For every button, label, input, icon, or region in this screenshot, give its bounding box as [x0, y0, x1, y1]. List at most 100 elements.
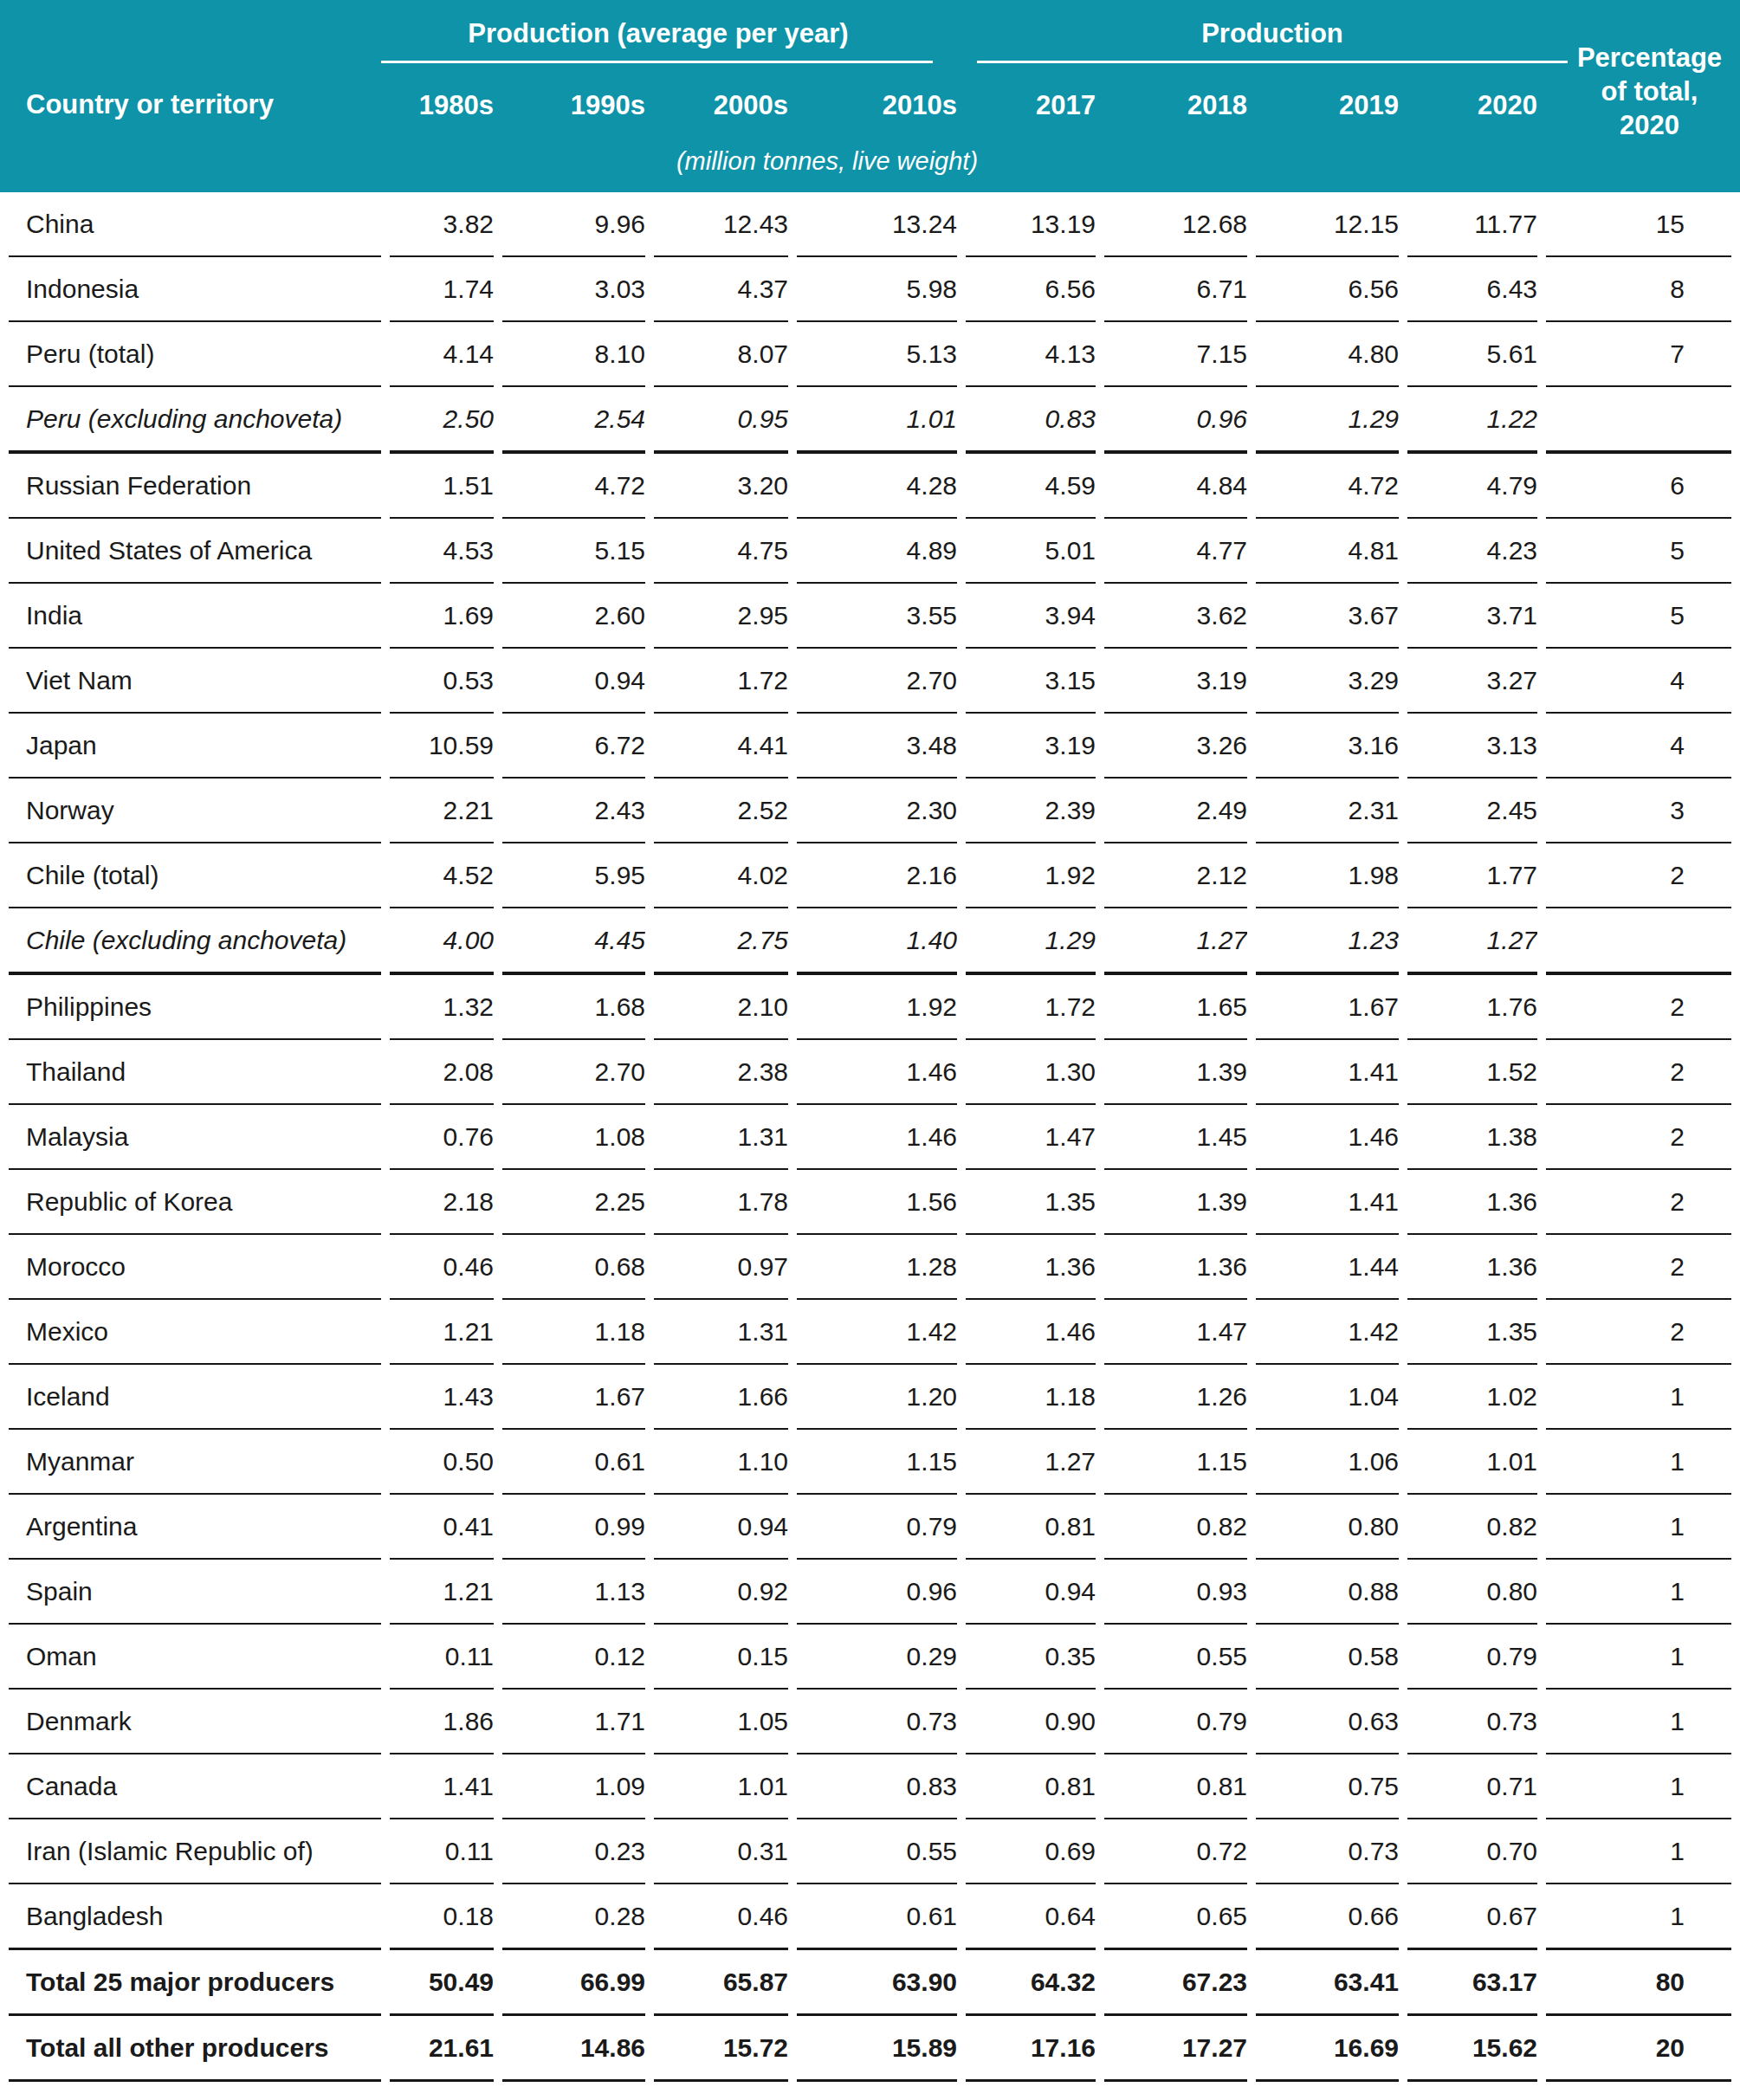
table-row: Total all other producers21.6114.8615.72… — [9, 2016, 1731, 2082]
country-cell: Denmark — [9, 1690, 381, 1754]
percentage-cell: 20 — [1546, 2016, 1731, 2082]
value-cell: 1.23 — [1256, 908, 1399, 975]
value-cell: 2.25 — [502, 1170, 645, 1235]
value-cell: 0.15 — [654, 1625, 788, 1690]
value-cell: 0.23 — [502, 1819, 645, 1884]
value-cell: 2.54 — [502, 387, 645, 454]
table-row: Argentina0.410.990.940.790.810.820.800.8… — [9, 1495, 1731, 1560]
value-cell: 0.96 — [1104, 387, 1247, 454]
value-cell: 6.56 — [966, 257, 1096, 322]
value-cell: 0.11 — [390, 1625, 494, 1690]
table-row: Japan10.596.724.413.483.193.263.163.134 — [9, 714, 1731, 779]
value-cell: 11.77 — [1407, 192, 1537, 257]
value-cell: 0.41 — [390, 1495, 494, 1560]
percentage-cell: 1 — [1546, 1690, 1731, 1754]
value-cell: 14.86 — [502, 2016, 645, 2082]
value-cell: 0.82 — [1104, 1495, 1247, 1560]
value-cell: 8.10 — [502, 322, 645, 387]
value-cell: 15.62 — [1407, 2016, 1537, 2082]
value-cell: 4.75 — [654, 519, 788, 584]
country-cell: Myanmar — [9, 1430, 381, 1495]
table-row: Iran (Islamic Republic of)0.110.230.310.… — [9, 1819, 1731, 1884]
value-cell: 63.17 — [1407, 1950, 1537, 2016]
value-cell: 1.26 — [1104, 1365, 1247, 1430]
value-cell: 4.59 — [966, 454, 1096, 519]
value-cell: 1.29 — [1256, 387, 1399, 454]
value-cell: 0.73 — [1256, 1819, 1399, 1884]
value-cell: 0.80 — [1256, 1495, 1399, 1560]
value-cell: 4.81 — [1256, 519, 1399, 584]
group-header-production: Production — [977, 19, 1568, 48]
column-header-percentage-of-total: Percentage of total, 2020 — [1559, 41, 1740, 142]
column-header-1980s: 1980s — [355, 90, 494, 121]
percentage-cell: 100 — [1546, 2082, 1731, 2100]
value-cell: 1.41 — [1256, 1170, 1399, 1235]
value-cell: 0.81 — [1104, 1754, 1247, 1819]
value-cell: 4.53 — [390, 519, 494, 584]
country-cell: India — [9, 584, 381, 649]
value-cell: 1.66 — [654, 1365, 788, 1430]
value-cell: 1.20 — [797, 1365, 957, 1430]
value-cell: 4.28 — [797, 454, 957, 519]
value-cell: 4.79 — [1407, 454, 1537, 519]
value-cell: 2.16 — [797, 843, 957, 908]
value-cell: 2.50 — [390, 387, 494, 454]
table-row: Peru (total)4.148.108.075.134.137.154.80… — [9, 322, 1731, 387]
value-cell: 1.36 — [1407, 1235, 1537, 1300]
column-header-2019: 2019 — [1260, 90, 1399, 121]
value-cell: 0.72 — [1104, 1819, 1247, 1884]
column-header-2010s: 2010s — [818, 90, 957, 121]
value-cell: 10.59 — [390, 714, 494, 779]
value-cell: 4.52 — [390, 843, 494, 908]
value-cell: 0.69 — [966, 1819, 1096, 1884]
value-cell: 1.92 — [966, 843, 1096, 908]
percentage-cell — [1546, 908, 1731, 975]
value-cell: 0.80 — [1407, 1560, 1537, 1625]
percentage-cell: 2 — [1546, 1235, 1731, 1300]
value-cell: 0.92 — [654, 1560, 788, 1625]
value-cell: 1.22 — [1407, 387, 1537, 454]
value-cell: 1.18 — [502, 1300, 645, 1365]
table-row: Chile (excluding anchoveta)4.004.452.751… — [9, 908, 1731, 975]
value-cell: 0.31 — [654, 1819, 788, 1884]
value-cell: 1.67 — [502, 1365, 645, 1430]
percentage-cell: 2 — [1546, 975, 1731, 1040]
value-cell: 3.29 — [1256, 649, 1399, 714]
value-cell: 1.01 — [1407, 1430, 1537, 1495]
table-row: Viet Nam0.530.941.722.703.153.193.293.27… — [9, 649, 1731, 714]
value-cell: 7.15 — [1104, 322, 1247, 387]
table-row: Iceland1.431.671.661.201.181.261.041.021 — [9, 1365, 1731, 1430]
value-cell: 1.38 — [1407, 1105, 1537, 1170]
value-cell: 1.92 — [797, 975, 957, 1040]
country-cell: Republic of Korea — [9, 1170, 381, 1235]
value-cell: 1.56 — [797, 1170, 957, 1235]
value-cell: 21.61 — [390, 2016, 494, 2082]
value-cell: 0.94 — [654, 1495, 788, 1560]
value-cell: 15.72 — [654, 2016, 788, 2082]
value-cell: 64.32 — [966, 1950, 1096, 2016]
value-cell: 0.76 — [390, 1105, 494, 1170]
value-cell: 63.90 — [797, 1950, 957, 2016]
value-cell: 0.11 — [390, 1819, 494, 1884]
value-cell: 2.10 — [654, 975, 788, 1040]
value-cell: 3.26 — [1104, 714, 1247, 779]
percentage-cell: 2 — [1546, 1170, 1731, 1235]
value-cell: 1.52 — [1407, 1040, 1537, 1105]
value-cell: 67.23 — [1104, 1950, 1247, 2016]
value-cell: 1.42 — [1256, 1300, 1399, 1365]
value-cell: 80.09 — [1256, 2082, 1399, 2100]
value-cell: 5.98 — [797, 257, 957, 322]
value-cell: 3.20 — [654, 454, 788, 519]
country-cell: Thailand — [9, 1040, 381, 1105]
value-cell: 1.35 — [966, 1170, 1096, 1235]
value-cell: 12.68 — [1104, 192, 1247, 257]
value-cell: 0.95 — [654, 387, 788, 454]
value-cell: 0.67 — [1407, 1884, 1537, 1950]
country-cell: Peru (total) — [9, 322, 381, 387]
table-row: Peru (excluding anchoveta)2.502.540.951.… — [9, 387, 1731, 454]
percentage-cell: 8 — [1546, 257, 1731, 322]
value-cell: 0.90 — [966, 1690, 1096, 1754]
country-cell: United States of America — [9, 519, 381, 584]
column-header-country: Country or territory — [26, 90, 372, 120]
table-row: Indonesia1.743.034.375.986.566.716.566.4… — [9, 257, 1731, 322]
